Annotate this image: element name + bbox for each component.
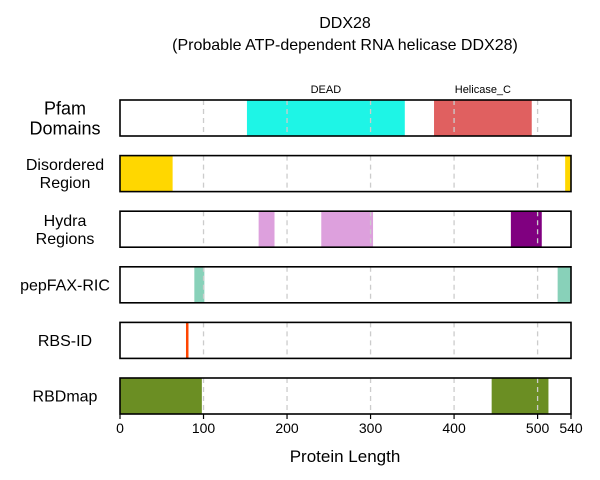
domain-label: DEAD	[311, 84, 342, 96]
track-frame	[119, 377, 572, 415]
track-0-segment-1	[434, 100, 532, 136]
track-frame	[119, 154, 572, 193]
x-tick-label: 0	[116, 420, 124, 436]
track-3: pepFAX-RIC	[20, 265, 572, 304]
track-2-segment-1	[321, 211, 374, 248]
track-2-segment-0	[258, 211, 275, 248]
x-tick-label: 540	[559, 420, 583, 436]
x-tick-label: 300	[359, 420, 383, 436]
domain-label: Helicase_C	[455, 84, 511, 96]
x-tick-label: 200	[275, 420, 299, 436]
track-label: Regions	[36, 231, 95, 248]
x-tick-label: 100	[192, 420, 216, 436]
track-label: RBDmap	[33, 389, 98, 406]
track-frame	[119, 321, 572, 360]
x-axis-label: Protein Length	[290, 447, 401, 466]
track-4: RBS-ID	[38, 321, 572, 360]
track-label: Domains	[29, 118, 100, 138]
chart-title: DDX28	[319, 15, 371, 32]
track-frame	[119, 265, 572, 304]
track-label: pepFAX-RIC	[20, 277, 110, 294]
track-5: RBDmap	[33, 377, 572, 415]
track-5-segment-1	[491, 378, 549, 414]
track-3-segment-1	[557, 266, 571, 303]
track-1-segment-0	[120, 155, 173, 192]
chart-subtitle: (Probable ATP-dependent RNA helicase DDX…	[172, 37, 518, 54]
track-label: Hydra	[44, 213, 87, 230]
x-tick-label: 400	[442, 420, 466, 436]
track-4-segment-0	[185, 322, 189, 359]
track-label: Disordered	[26, 157, 104, 174]
track-label: Pfam	[44, 98, 86, 118]
track-frame	[119, 99, 572, 137]
plot-area: DEAD Helicase_CPfamDomainsDisorderedRegio…	[20, 84, 583, 436]
track-1-segment-1	[565, 155, 571, 192]
track-label: Region	[40, 175, 91, 192]
track-2-segment-2	[510, 211, 542, 248]
track-0-segment-0	[246, 100, 405, 136]
x-tick-label: 500	[526, 420, 550, 436]
track-3-segment-0	[194, 266, 205, 303]
track-frame	[119, 210, 572, 248]
track-label: RBS-ID	[38, 333, 92, 350]
track-5-segment-0	[120, 378, 202, 414]
